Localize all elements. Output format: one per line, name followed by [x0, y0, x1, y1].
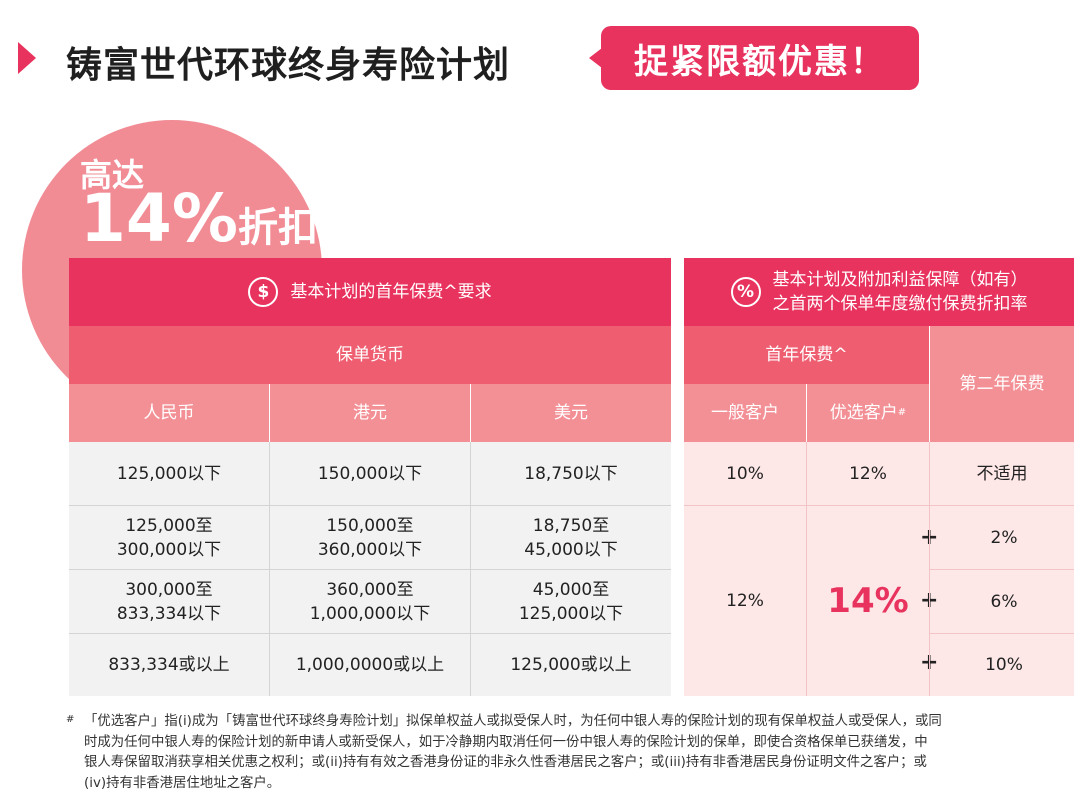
- grid-line: [69, 505, 671, 506]
- table-cell: 125,000或以上: [510, 655, 632, 675]
- cell-line: 18,750至: [532, 515, 610, 536]
- footnote-line: (iv)持有非香港居住地址之客户。: [84, 775, 281, 791]
- title-arrow-icon: [18, 42, 36, 74]
- cell-line: 300,000至: [125, 579, 213, 600]
- grid-line: [930, 633, 1074, 634]
- promo-badge: 捉紧限额优惠！: [601, 26, 919, 90]
- footnote-mark: #: [66, 714, 75, 725]
- left-table-title: $ 基本计划的首年保费^要求: [69, 258, 671, 326]
- right-table-title-text: 基本计划及附加利益保障（如有） 之首两个保单年度缴付保费折扣率: [773, 268, 1028, 316]
- page-title: 铸富世代环球终身寿险计划: [66, 45, 511, 86]
- title-line: 基本计划及附加利益保障（如有）: [772, 270, 1028, 290]
- table-cell: 125,000以下: [116, 463, 222, 484]
- second-year-rate: 2%: [990, 527, 1018, 548]
- badge-pointer: [589, 48, 602, 68]
- dollar-icon: $: [248, 277, 279, 307]
- promo-discount: 14%折扣: [80, 182, 318, 265]
- general-client-header: 一般客户: [684, 384, 806, 442]
- second-year-rate: 6%: [990, 591, 1018, 612]
- grid-line: [69, 633, 671, 634]
- grid-line: [930, 569, 1074, 570]
- percent-icon: %: [730, 277, 761, 307]
- footnote: # 「优选客户」指(i)成为「铸富世代环球终身寿险计划」拟保单权益人或拟受保人时…: [66, 712, 1076, 794]
- header-divider: [929, 326, 930, 442]
- header-divider: [470, 384, 471, 442]
- left-table-title-text: 基本计划的首年保费^要求: [290, 282, 492, 302]
- table-cell: 150,000至 360,000以下: [270, 506, 470, 569]
- promo-line1: 高达: [80, 156, 145, 194]
- table-cell: 360,000至 1,000,000以下: [270, 570, 470, 633]
- right-table-title: % 基本计划及附加利益保障（如有） 之首两个保单年度缴付保费折扣率: [684, 258, 1074, 326]
- table-cell: 18,750至 45,000以下: [471, 506, 671, 569]
- header-divider: [269, 384, 270, 442]
- footnote-line: 「优选客户」指(i)成为「铸富世代环球终身寿险计划」拟保单权益人或拟受保人时，为…: [84, 714, 942, 729]
- preferred-client-mark: #: [897, 407, 907, 418]
- grid-line: [806, 442, 807, 696]
- rate-cell: 10%: [726, 463, 764, 484]
- column-header-hkd: 港元: [270, 384, 470, 442]
- footnote-line: 银人寿保留取消获享相关优惠之权利；或(ii)持有有效之香港身份证的非永久性香港居…: [84, 755, 927, 770]
- grid-line: [684, 505, 1074, 506]
- grid-line: [69, 569, 671, 570]
- cell-line: 125,000以下: [518, 603, 624, 624]
- grid-line: [929, 442, 930, 696]
- table-cell: 300,000至 833,334以下: [69, 570, 269, 633]
- preferred-client-header: 优选客户 #: [807, 384, 929, 442]
- currency-header: 保单货币: [69, 326, 671, 384]
- merged-preferred-rate: 14%: [827, 581, 909, 621]
- second-year-rate: 10%: [985, 655, 1023, 675]
- preferred-client-label: 优选客户: [829, 403, 898, 423]
- table-cell: 833,334或以上: [108, 655, 230, 675]
- cell-line: 1,000,000以下: [309, 603, 431, 624]
- column-header-rmb: 人民币: [69, 384, 269, 442]
- cell-line: 360,000以下: [317, 539, 423, 560]
- cell-line: 833,334以下: [116, 603, 222, 624]
- rate-cell: 不适用: [976, 463, 1028, 484]
- table-cell: 150,000以下: [317, 463, 423, 484]
- promo-percent: 14%: [80, 180, 238, 257]
- cell-line: 300,000以下: [116, 539, 222, 560]
- cell-line: 360,000至: [326, 579, 414, 600]
- first-year-header: 首年保费^: [684, 326, 929, 384]
- cell-line: 45,000至: [532, 579, 610, 600]
- footnote-line: 时成为任何中银人寿的保险计划的新申请人或新受保人，如于冷静期内取消任何一份中银人…: [84, 734, 928, 750]
- table-cell: 1,000,0000或以上: [295, 655, 445, 675]
- table-cell: 45,000至 125,000以下: [471, 570, 671, 633]
- header-divider: [806, 384, 807, 442]
- table-cell: 18,750以下: [524, 463, 618, 484]
- cell-line: 150,000至: [326, 515, 414, 536]
- rate-cell: 12%: [849, 463, 887, 484]
- table-cell: 125,000至 300,000以下: [69, 506, 269, 569]
- merged-general-rate: 12%: [726, 591, 764, 611]
- cell-line: 45,000以下: [524, 539, 618, 560]
- column-header-usd: 美元: [471, 384, 671, 442]
- promo-suffix: 折扣: [237, 205, 318, 251]
- cell-line: 125,000至: [125, 515, 213, 536]
- second-year-header: 第二年保费: [930, 326, 1074, 442]
- title-line: 之首两个保单年度缴付保费折扣率: [772, 294, 1028, 314]
